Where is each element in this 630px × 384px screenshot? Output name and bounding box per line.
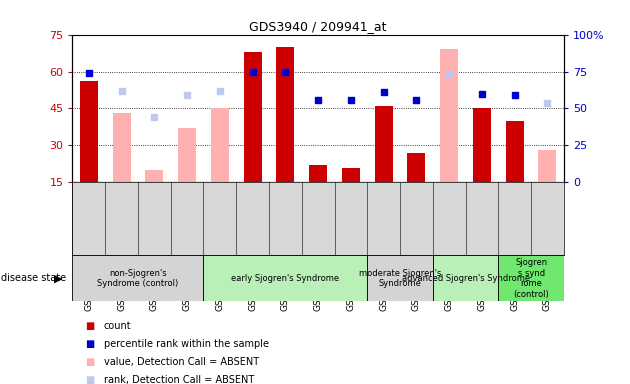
Bar: [433, 255, 498, 301]
Bar: [309, 165, 327, 182]
Text: count: count: [104, 321, 132, 331]
Text: ■: ■: [85, 339, 94, 349]
Text: percentile rank within the sample: percentile rank within the sample: [104, 339, 269, 349]
Bar: [178, 128, 196, 182]
Bar: [498, 255, 564, 301]
Bar: [203, 255, 367, 301]
Bar: [342, 167, 360, 182]
Text: Sjogren
s synd
rome
(control): Sjogren s synd rome (control): [513, 258, 549, 298]
Text: early Sjogren's Syndrome: early Sjogren's Syndrome: [231, 274, 340, 283]
Text: ■: ■: [85, 357, 94, 367]
Bar: [408, 153, 425, 182]
Text: ■: ■: [85, 375, 94, 384]
Bar: [211, 109, 229, 182]
Bar: [375, 106, 392, 182]
Bar: [113, 113, 130, 182]
Text: ■: ■: [85, 321, 94, 331]
Bar: [506, 121, 524, 182]
Text: moderate Sjogren's
Syndrome: moderate Sjogren's Syndrome: [359, 269, 441, 288]
Bar: [277, 47, 294, 182]
Text: ▶: ▶: [54, 273, 62, 283]
Text: disease state: disease state: [1, 273, 66, 283]
Bar: [473, 109, 491, 182]
Bar: [80, 81, 98, 182]
Bar: [244, 52, 261, 182]
Bar: [146, 170, 163, 182]
Text: value, Detection Call = ABSENT: value, Detection Call = ABSENT: [104, 357, 259, 367]
Bar: [539, 151, 556, 182]
Bar: [72, 255, 203, 301]
Text: non-Sjogren's
Syndrome (control): non-Sjogren's Syndrome (control): [98, 269, 178, 288]
Title: GDS3940 / 209941_at: GDS3940 / 209941_at: [249, 20, 387, 33]
Text: advanced Sjogren's Syndrome: advanced Sjogren's Syndrome: [401, 274, 530, 283]
Bar: [367, 255, 433, 301]
Text: rank, Detection Call = ABSENT: rank, Detection Call = ABSENT: [104, 375, 254, 384]
Bar: [440, 50, 458, 182]
